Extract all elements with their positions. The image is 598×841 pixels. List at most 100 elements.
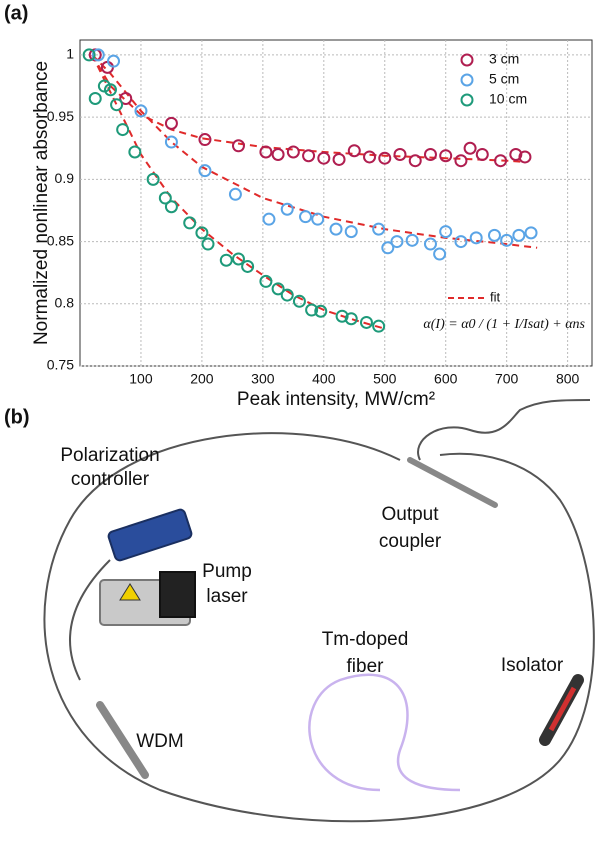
x-tick-label: 100 bbox=[129, 371, 153, 387]
label: Output bbox=[381, 504, 439, 525]
legend-label: 10 cm bbox=[489, 91, 527, 107]
data-point bbox=[231, 252, 245, 266]
data-point bbox=[439, 225, 453, 239]
data-point bbox=[119, 91, 133, 105]
isolator-stripe bbox=[548, 686, 577, 732]
legend-marker bbox=[460, 53, 474, 67]
data-point bbox=[439, 149, 453, 163]
data-point bbox=[158, 191, 172, 205]
data-point bbox=[146, 172, 160, 186]
data-point bbox=[347, 144, 361, 158]
data-point bbox=[487, 228, 501, 242]
data-point bbox=[219, 253, 233, 267]
y-axis-label: Normalized nonlinear absorbance bbox=[31, 61, 52, 345]
data-point bbox=[280, 288, 294, 302]
label: Pump bbox=[202, 561, 252, 582]
data-point bbox=[107, 54, 121, 68]
label: Tm-doped bbox=[322, 629, 409, 650]
diagram bbox=[43, 399, 595, 823]
data-point bbox=[299, 210, 313, 224]
legend-label: fit bbox=[490, 289, 501, 304]
data-point bbox=[314, 304, 328, 318]
polarization-controller-icon bbox=[107, 508, 193, 562]
data-point bbox=[469, 231, 483, 245]
data-point bbox=[524, 226, 538, 240]
data-point bbox=[317, 151, 331, 165]
data-point bbox=[164, 135, 178, 149]
data-point bbox=[311, 212, 325, 226]
data-point bbox=[344, 312, 358, 326]
x-tick-label: 300 bbox=[251, 371, 275, 387]
data-point bbox=[103, 83, 117, 97]
x-tick-label: 600 bbox=[434, 371, 458, 387]
data-point bbox=[372, 222, 386, 236]
fiber bbox=[69, 559, 111, 681]
data-point bbox=[228, 187, 242, 201]
data-point bbox=[262, 212, 276, 226]
data-point bbox=[241, 259, 255, 273]
data-point bbox=[183, 216, 197, 230]
data-point bbox=[198, 164, 212, 178]
data-point bbox=[271, 147, 285, 161]
data-point bbox=[512, 228, 526, 242]
data-point bbox=[329, 222, 343, 236]
label: laser bbox=[206, 586, 248, 607]
data-point bbox=[88, 91, 102, 105]
legend-label: 3 cm bbox=[489, 51, 519, 67]
data-point bbox=[454, 154, 468, 168]
legend-marker bbox=[460, 73, 474, 87]
data-point bbox=[280, 202, 294, 216]
data-point bbox=[128, 145, 142, 159]
data-point bbox=[454, 235, 468, 249]
pump-laser-fan bbox=[159, 571, 196, 618]
data-point bbox=[259, 274, 273, 288]
data-point bbox=[82, 48, 96, 62]
data-point bbox=[378, 151, 392, 165]
formula: α(I) = α0 / (1 + I/Isat) + αns bbox=[423, 317, 585, 332]
panel-label: (b) bbox=[4, 406, 30, 428]
data-point bbox=[302, 149, 316, 163]
x-tick-label: 500 bbox=[373, 371, 397, 387]
legend-marker bbox=[460, 93, 474, 107]
tm-fiber bbox=[308, 673, 461, 792]
y-tick-label: 0.8 bbox=[55, 294, 75, 310]
y-tick-label: 0.95 bbox=[47, 108, 74, 124]
x-axis-label: Peak intensity, MW/cm² bbox=[237, 389, 435, 410]
x-tick-label: 400 bbox=[312, 371, 336, 387]
data-point bbox=[408, 154, 422, 168]
data-point bbox=[164, 116, 178, 130]
data-point bbox=[286, 145, 300, 159]
data-point bbox=[91, 48, 105, 62]
data-point bbox=[475, 147, 489, 161]
data-point bbox=[259, 145, 273, 159]
y-tick-label: 0.75 bbox=[47, 357, 74, 373]
fiber bbox=[417, 399, 591, 461]
warning-icon bbox=[119, 583, 141, 601]
data-point bbox=[363, 150, 377, 164]
data-point bbox=[305, 303, 319, 317]
data-point bbox=[405, 233, 419, 247]
data-point bbox=[500, 233, 514, 247]
data-point bbox=[359, 315, 373, 329]
data-point bbox=[164, 200, 178, 214]
label: Isolator bbox=[501, 655, 564, 676]
data-point bbox=[335, 309, 349, 323]
data-point bbox=[116, 123, 130, 137]
x-tick-label: 800 bbox=[556, 371, 580, 387]
data-point bbox=[494, 154, 508, 168]
legend-label: 5 cm bbox=[489, 71, 519, 87]
fit-curve bbox=[91, 54, 386, 330]
x-tick-label: 200 bbox=[190, 371, 214, 387]
data-point bbox=[198, 133, 212, 147]
data-point bbox=[423, 147, 437, 161]
data-point bbox=[423, 237, 437, 251]
chart: 100 200 300 400 500 600 700 800 0.75 0.8 0.85 0.9 0.… bbox=[31, 39, 593, 410]
label: controller bbox=[71, 469, 150, 490]
data-point bbox=[292, 294, 306, 308]
wdm-icon bbox=[96, 701, 149, 779]
y-tick-label: 1 bbox=[66, 46, 74, 62]
label: coupler bbox=[379, 531, 442, 552]
data-point bbox=[381, 241, 395, 255]
data-point bbox=[271, 282, 285, 296]
